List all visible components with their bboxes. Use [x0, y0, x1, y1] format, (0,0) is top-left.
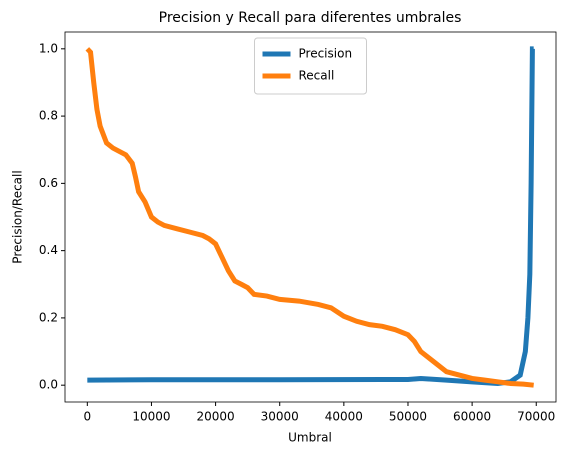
legend-label: Recall [299, 69, 335, 83]
x-tick-label: 50000 [389, 410, 427, 424]
legend-label: Precision [299, 47, 353, 61]
y-tick-label: 0.2 [39, 310, 58, 324]
x-tick-label: 30000 [261, 410, 299, 424]
y-tick-label: 0.0 [39, 378, 58, 392]
line-series [85, 47, 534, 388]
plot-frame [64, 31, 557, 403]
x-tick-label: 20000 [196, 410, 234, 424]
chart-title: Precision y Recall para diferentes umbra… [159, 10, 462, 26]
y-tick-label: 0.4 [39, 243, 58, 257]
x-tick-label: 0 [83, 410, 91, 424]
x-tick-label: 60000 [453, 410, 491, 424]
y-tick-label: 0.8 [39, 109, 58, 123]
x-tick-label: 10000 [132, 410, 170, 424]
y-tick-label: 1.0 [39, 41, 58, 55]
x-axis-label: Umbral [288, 431, 332, 445]
y-axis-label: Precision/Recall [11, 170, 25, 263]
x-tick-label: 70000 [517, 410, 555, 424]
y-tick-label: 0.6 [39, 176, 58, 190]
x-tick-label: 40000 [325, 410, 363, 424]
